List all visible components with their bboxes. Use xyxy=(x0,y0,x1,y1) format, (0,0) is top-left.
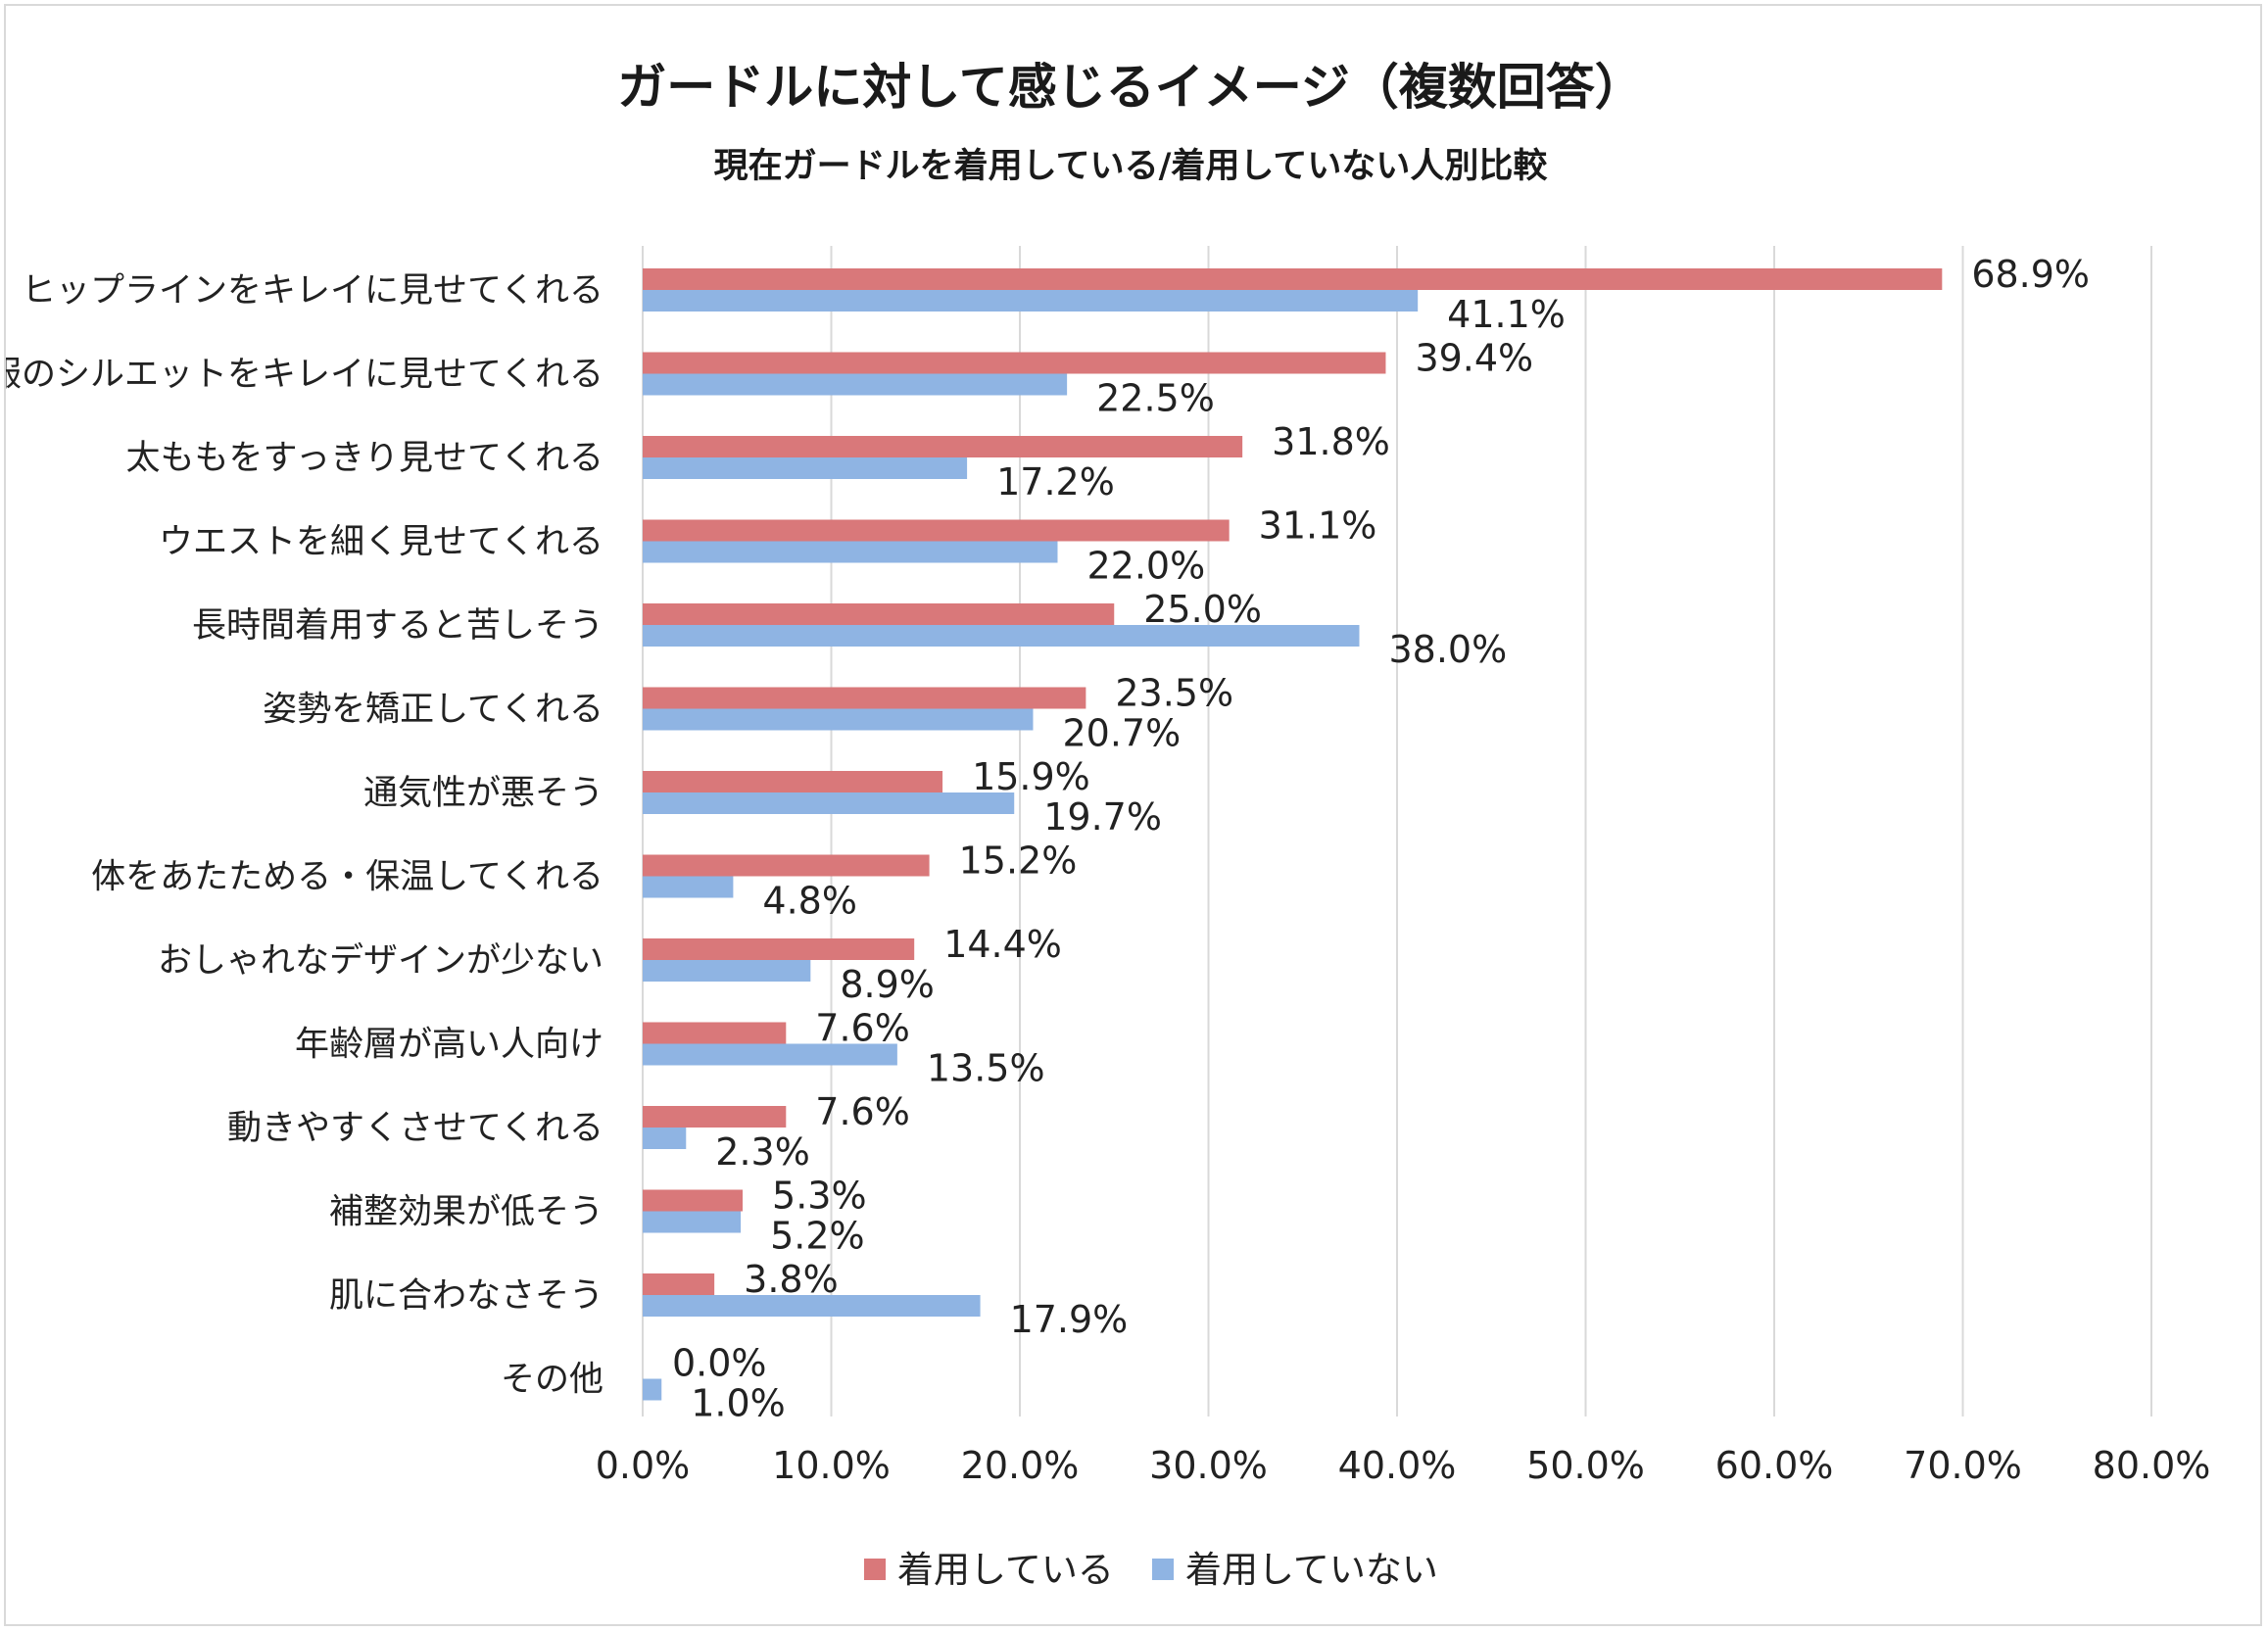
category-label: 太ももをすっきり見せてくれる xyxy=(125,439,603,478)
category-label: 動きやすくさせてくれる xyxy=(227,1109,603,1148)
bar xyxy=(643,352,1386,374)
data-label: 7.6% xyxy=(815,1007,910,1050)
bar xyxy=(643,436,1243,457)
data-label: 20.7% xyxy=(1062,712,1181,755)
category-label: 通気性が悪そう xyxy=(363,774,603,813)
x-tick-label: 80.0% xyxy=(2093,1444,2211,1487)
data-label: 25.0% xyxy=(1143,588,1262,631)
bar xyxy=(643,268,1943,290)
x-tick-label: 40.0% xyxy=(1338,1444,1457,1487)
bar xyxy=(643,603,1115,625)
data-label: 15.9% xyxy=(972,755,1090,798)
chart-frame: ガードルに対して感じるイメージ（複数回答） 現在ガードルを着用している/着用して… xyxy=(4,4,2262,1626)
bar xyxy=(643,938,915,960)
data-label: 41.1% xyxy=(1447,293,1566,336)
bar xyxy=(643,373,1068,396)
category-label: おしゃれなデザインが少ない xyxy=(158,941,603,981)
data-label: 0.0% xyxy=(672,1342,767,1385)
chart-subtitle: 現在ガードルを着用している/着用していない人別比較 xyxy=(714,147,1549,186)
data-label: 22.0% xyxy=(1087,545,1206,588)
x-tick-label: 60.0% xyxy=(1715,1444,1834,1487)
category-label: その他 xyxy=(501,1361,603,1400)
data-label: 5.3% xyxy=(772,1175,867,1218)
data-label: 19.7% xyxy=(1043,795,1162,839)
bar xyxy=(643,625,1360,647)
data-label: 13.5% xyxy=(927,1047,1045,1090)
data-label: 23.5% xyxy=(1115,672,1233,715)
category-label: 体をあたためる・保温してくれる xyxy=(91,858,603,897)
data-label: 1.0% xyxy=(691,1382,786,1425)
category-labels: ヒップラインをキレイに見せてくれる服のシルエットをキレイに見せてくれる太ももをす… xyxy=(6,271,603,1400)
bar xyxy=(643,1043,897,1066)
x-tick-label: 10.0% xyxy=(772,1444,891,1487)
data-label: 8.9% xyxy=(840,963,935,1006)
data-label: 17.2% xyxy=(996,460,1115,504)
x-tick-label: 70.0% xyxy=(1904,1444,2022,1487)
bar xyxy=(643,960,811,982)
data-label: 39.4% xyxy=(1415,337,1533,380)
x-tick-label: 30.0% xyxy=(1149,1444,1268,1487)
category-label: ウエストを細く見せてくれる xyxy=(159,523,603,562)
bar xyxy=(643,1106,787,1128)
bar xyxy=(643,792,1015,814)
bar xyxy=(643,687,1086,709)
gridlines xyxy=(642,246,2152,1416)
bars xyxy=(643,268,1943,1401)
bar xyxy=(643,519,1230,542)
bar xyxy=(643,541,1058,563)
category-label: ヒップラインをキレイに見せてくれる xyxy=(22,271,603,311)
category-label: 補整効果が低そう xyxy=(329,1193,603,1232)
x-tick-label: 20.0% xyxy=(961,1444,1080,1487)
bar xyxy=(643,708,1034,731)
bar xyxy=(643,457,968,479)
bar xyxy=(643,1273,715,1295)
bar xyxy=(643,1378,662,1401)
bar xyxy=(643,1295,981,1317)
bar xyxy=(643,290,1419,312)
chart-title: ガードルに対して感じるイメージ（複数回答） xyxy=(617,59,1644,116)
data-label: 38.0% xyxy=(1389,628,1508,671)
data-label: 3.8% xyxy=(744,1258,839,1301)
data-label: 7.6% xyxy=(815,1090,910,1133)
x-tick-label: 0.0% xyxy=(596,1444,691,1487)
bar xyxy=(643,1128,687,1149)
data-label: 2.3% xyxy=(715,1130,810,1174)
data-label: 14.4% xyxy=(943,923,1062,966)
data-label: 31.8% xyxy=(1272,420,1390,463)
bar xyxy=(643,1211,742,1233)
legend-swatch xyxy=(1152,1559,1174,1580)
data-label: 4.8% xyxy=(762,880,857,923)
data-labels: 68.9% 41.1%39.4% 22.5% 31.8% 17.2% 31.1% 22.0%… xyxy=(672,253,2090,1425)
legend: 着用している 着用していない xyxy=(864,1549,1438,1591)
category-label: 肌に合わなさそう xyxy=(329,1276,603,1316)
bar xyxy=(643,1189,744,1212)
x-tick-label: 50.0% xyxy=(1526,1444,1645,1487)
x-axis-tick-labels: 0.0% 10.0% 20.0% 30.0% 40.0% 50.0% 60.0% 70.0% 8… xyxy=(596,1444,2211,1487)
data-label: 68.9% xyxy=(1971,253,2090,296)
legend-label: 着用している xyxy=(897,1549,1114,1591)
legend-label: 着用していない xyxy=(1185,1549,1438,1591)
category-label: 長時間着用すると苦しそう xyxy=(192,606,603,646)
data-label: 17.9% xyxy=(1010,1298,1129,1341)
bar-chart: ガードルに対して感じるイメージ（複数回答） 現在ガードルを着用している/着用して… xyxy=(6,59,2211,1591)
data-label: 31.1% xyxy=(1259,504,1377,548)
bar xyxy=(643,771,943,792)
data-label: 22.5% xyxy=(1096,377,1215,420)
bar xyxy=(643,876,734,898)
category-label: 年齢層が高い人向け xyxy=(295,1026,603,1065)
bar xyxy=(643,1022,787,1044)
bar xyxy=(643,854,930,877)
data-label: 5.2% xyxy=(770,1215,865,1258)
data-label: 15.2% xyxy=(959,840,1078,883)
category-label: 姿勢を矯正してくれる xyxy=(263,691,603,730)
category-label: 服のシルエットをキレイに見せてくれる xyxy=(6,356,603,395)
legend-swatch xyxy=(864,1559,886,1580)
